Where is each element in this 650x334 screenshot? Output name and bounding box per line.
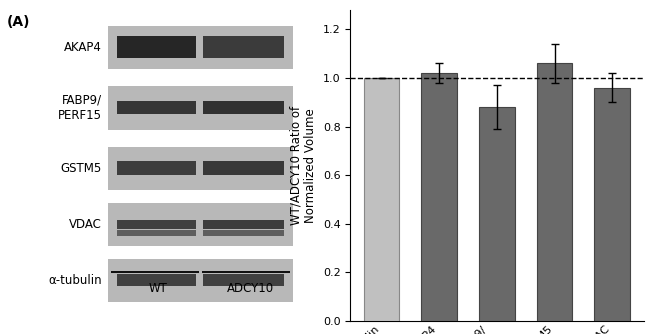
Text: α-tubulin: α-tubulin — [48, 274, 102, 287]
Bar — [203, 161, 283, 175]
Text: (A): (A) — [6, 15, 31, 29]
Text: FABP9/
PERF15: FABP9/ PERF15 — [58, 94, 102, 122]
Y-axis label: WT/ADCY10 Ratio of
Normalized Volume: WT/ADCY10 Ratio of Normalized Volume — [289, 106, 317, 225]
Bar — [537, 63, 573, 321]
Bar — [108, 25, 292, 69]
Bar — [117, 230, 196, 235]
Bar — [117, 220, 196, 229]
Bar — [117, 161, 196, 175]
Bar — [117, 36, 196, 58]
Bar — [108, 203, 292, 246]
Bar — [117, 274, 196, 286]
Text: WT: WT — [149, 282, 168, 295]
Bar — [203, 220, 283, 229]
Bar — [108, 86, 292, 130]
Text: VDAC: VDAC — [69, 218, 102, 231]
Bar — [203, 274, 283, 286]
Bar — [421, 73, 457, 321]
Text: GSTM5: GSTM5 — [60, 162, 102, 175]
Bar — [479, 107, 515, 321]
Bar — [117, 101, 196, 114]
Bar — [203, 36, 283, 58]
Bar — [108, 259, 292, 302]
Bar — [594, 88, 630, 321]
Bar — [108, 147, 292, 190]
Bar — [203, 101, 283, 114]
Text: AKAP4: AKAP4 — [64, 41, 102, 54]
Text: ADCY10: ADCY10 — [227, 282, 274, 295]
Bar — [364, 78, 400, 321]
Bar — [203, 230, 283, 235]
